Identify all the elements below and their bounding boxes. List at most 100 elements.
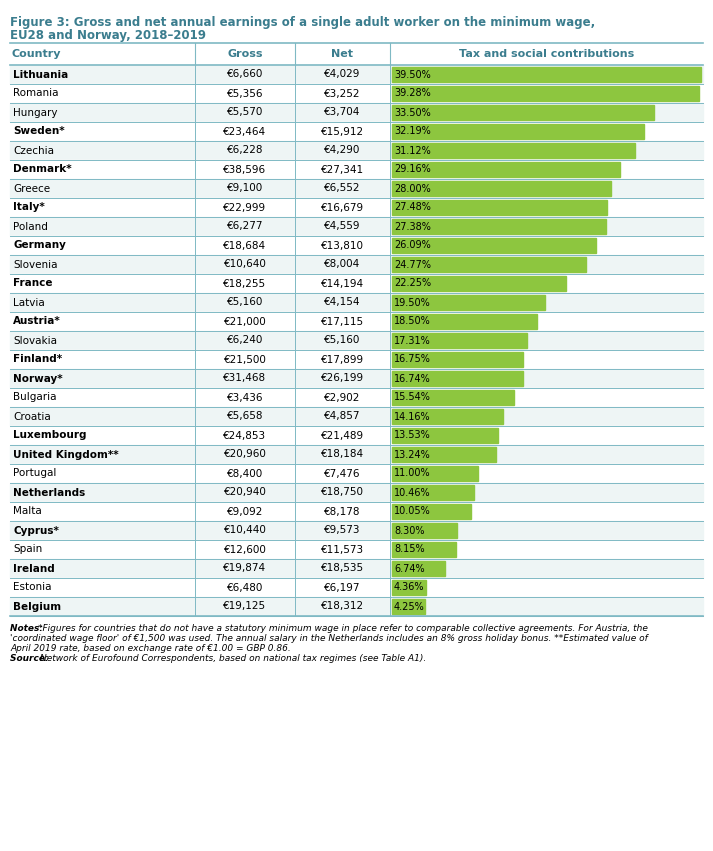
Bar: [392, 580, 426, 595]
Text: Ireland: Ireland: [13, 563, 55, 574]
Text: 13.53%: 13.53%: [394, 431, 431, 441]
Text: €22,999: €22,999: [223, 203, 267, 213]
Text: €3,252: €3,252: [324, 89, 361, 99]
Text: Cyprus*: Cyprus*: [13, 526, 59, 535]
Text: Network of Eurofound Correspondents, based on national tax regimes (see Table A1: Network of Eurofound Correspondents, bas…: [40, 654, 426, 663]
Text: 4.36%: 4.36%: [394, 582, 424, 592]
Text: Belgium: Belgium: [13, 602, 61, 612]
Bar: [10, 521, 703, 540]
Text: 31.12%: 31.12%: [394, 146, 431, 156]
Bar: [10, 312, 703, 331]
Text: 29.16%: 29.16%: [394, 164, 431, 174]
Text: 17.31%: 17.31%: [394, 335, 431, 346]
Text: Malta: Malta: [13, 506, 42, 517]
Text: Finland*: Finland*: [13, 355, 62, 364]
Bar: [10, 179, 703, 198]
Text: €4,029: €4,029: [324, 70, 361, 79]
Bar: [10, 255, 703, 274]
Bar: [10, 502, 703, 521]
Bar: [10, 483, 703, 502]
Text: €18,535: €18,535: [321, 563, 364, 574]
Text: €14,194: €14,194: [321, 278, 364, 288]
Text: United Kingdom**: United Kingdom**: [13, 449, 118, 460]
Bar: [10, 578, 703, 597]
Text: €8,400: €8,400: [227, 469, 263, 478]
Text: Notes:: Notes:: [10, 624, 46, 633]
Bar: [10, 540, 703, 559]
Bar: [392, 314, 537, 329]
Bar: [392, 447, 496, 462]
Text: Germany: Germany: [13, 241, 66, 250]
Text: €8,178: €8,178: [324, 506, 361, 517]
Text: EU28 and Norway, 2018–2019: EU28 and Norway, 2018–2019: [10, 29, 206, 42]
Text: 33.50%: 33.50%: [394, 107, 431, 117]
Text: €20,940: €20,940: [224, 488, 267, 498]
Text: Netherlands: Netherlands: [13, 488, 86, 498]
Text: 39.50%: 39.50%: [394, 70, 431, 79]
Text: €17,899: €17,899: [321, 355, 364, 364]
Bar: [10, 122, 703, 141]
Text: 10.46%: 10.46%: [394, 488, 431, 498]
Bar: [10, 103, 703, 122]
Text: €4,559: €4,559: [324, 221, 361, 231]
Text: €4,857: €4,857: [324, 412, 361, 421]
Text: 27.48%: 27.48%: [394, 203, 431, 213]
Bar: [392, 466, 478, 481]
Text: Source:: Source:: [10, 654, 52, 663]
Text: €11,573: €11,573: [321, 545, 364, 555]
Text: €7,476: €7,476: [324, 469, 361, 478]
Text: Italy*: Italy*: [13, 203, 45, 213]
Text: Hungary: Hungary: [13, 107, 58, 117]
Text: 27.38%: 27.38%: [394, 221, 431, 231]
Text: Tax and social contributions: Tax and social contributions: [459, 49, 634, 59]
Text: 11.00%: 11.00%: [394, 469, 431, 478]
Text: €24,853: €24,853: [223, 431, 267, 441]
Text: Country: Country: [12, 49, 61, 59]
Text: Latvia: Latvia: [13, 298, 45, 307]
Text: €31,468: €31,468: [223, 374, 267, 384]
Bar: [10, 369, 703, 388]
Bar: [10, 388, 703, 407]
Bar: [10, 597, 703, 616]
Text: 13.24%: 13.24%: [394, 449, 431, 460]
Bar: [392, 219, 606, 234]
Text: 28.00%: 28.00%: [394, 184, 431, 193]
Bar: [392, 504, 471, 519]
Text: €21,500: €21,500: [224, 355, 267, 364]
Text: 16.74%: 16.74%: [394, 374, 431, 384]
Bar: [392, 428, 498, 443]
Text: €9,092: €9,092: [227, 506, 263, 517]
Text: €6,240: €6,240: [227, 335, 263, 346]
Text: €6,552: €6,552: [324, 184, 361, 193]
Text: France: France: [13, 278, 53, 288]
Text: 8.15%: 8.15%: [394, 545, 425, 555]
Text: Poland: Poland: [13, 221, 48, 231]
Bar: [392, 200, 607, 215]
Bar: [392, 333, 528, 348]
Bar: [10, 350, 703, 369]
Text: €5,356: €5,356: [227, 89, 263, 99]
Text: 'coordinated wage floor' of €1,500 was used. The annual salary in the Netherland: 'coordinated wage floor' of €1,500 was u…: [10, 634, 647, 643]
Bar: [10, 274, 703, 293]
Bar: [392, 238, 596, 253]
Text: Figure 3: Gross and net annual earnings of a single adult worker on the minimum : Figure 3: Gross and net annual earnings …: [10, 16, 595, 29]
Text: €21,489: €21,489: [321, 431, 364, 441]
Text: Austria*: Austria*: [13, 317, 61, 327]
Text: €19,125: €19,125: [223, 602, 267, 612]
Text: Croatia: Croatia: [13, 412, 51, 421]
Bar: [392, 599, 425, 614]
Text: €17,115: €17,115: [321, 317, 364, 327]
Bar: [392, 390, 513, 405]
Text: €6,277: €6,277: [227, 221, 263, 231]
Bar: [10, 43, 703, 65]
Text: €15,912: €15,912: [321, 127, 364, 136]
Bar: [10, 217, 703, 236]
Text: Romania: Romania: [13, 89, 58, 99]
Text: €5,160: €5,160: [227, 298, 263, 307]
Bar: [10, 65, 703, 84]
Text: €6,197: €6,197: [324, 582, 361, 592]
Bar: [392, 67, 701, 82]
Text: Portugal: Portugal: [13, 469, 56, 478]
Bar: [10, 464, 703, 483]
Text: €16,679: €16,679: [321, 203, 364, 213]
